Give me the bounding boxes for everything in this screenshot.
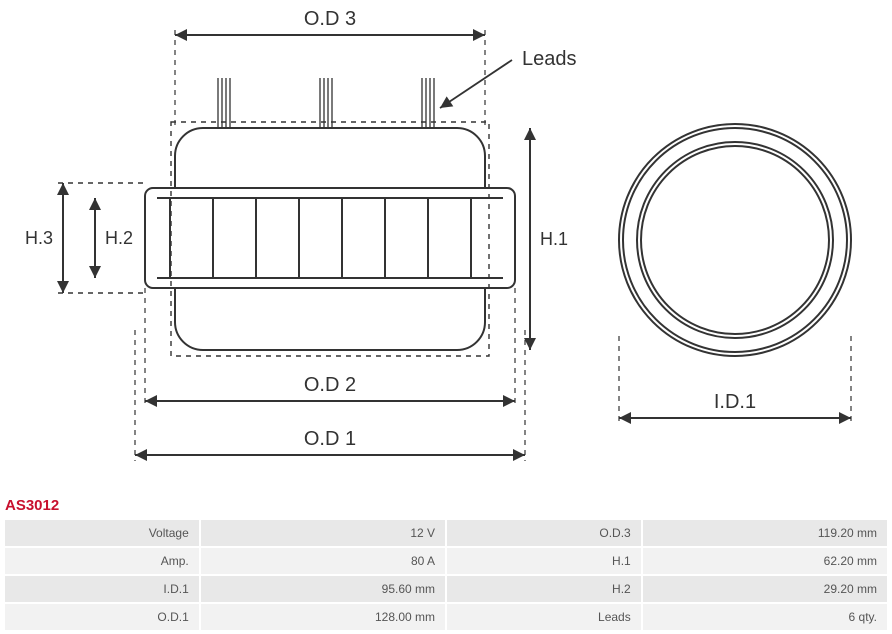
spec-label: I.D.1: [5, 576, 199, 602]
spec-label: Voltage: [5, 520, 199, 546]
svg-text:H.3: H.3: [25, 228, 53, 248]
svg-text:Leads: Leads: [522, 48, 577, 70]
spec-value: 119.20 mm: [643, 520, 887, 546]
spec-value: 12 V: [201, 520, 445, 546]
part-number: AS3012: [5, 497, 59, 514]
svg-text:H.2: H.2: [105, 228, 133, 248]
spec-table: Voltage12 VO.D.3119.20 mm Amp.80 AH.162.2…: [3, 518, 889, 632]
spec-value: 62.20 mm: [643, 548, 887, 574]
svg-text:O.D 3: O.D 3: [304, 8, 356, 30]
spec-value: 6 qty.: [643, 604, 887, 630]
spec-label: Leads: [447, 604, 641, 630]
spec-value: 29.20 mm: [643, 576, 887, 602]
spec-label: O.D.1: [5, 604, 199, 630]
spec-label: H.2: [447, 576, 641, 602]
spec-value: 128.00 mm: [201, 604, 445, 630]
svg-text:O.D 2: O.D 2: [304, 374, 356, 396]
diagram-svg: O.D 3 O.D 2 O.D 1 H.3 H.2 H.1 Leads I.D.1: [0, 0, 892, 500]
spec-label: H.1: [447, 548, 641, 574]
spec-value: 80 A: [201, 548, 445, 574]
spec-label: Amp.: [5, 548, 199, 574]
spec-label: O.D.3: [447, 520, 641, 546]
svg-text:I.D.1: I.D.1: [714, 391, 756, 413]
spec-value: 95.60 mm: [201, 576, 445, 602]
svg-text:O.D 1: O.D 1: [304, 428, 356, 450]
svg-text:H.1: H.1: [540, 229, 568, 249]
technical-diagram: O.D 3 O.D 2 O.D 1 H.3 H.2 H.1 Leads I.D.1: [0, 0, 892, 500]
